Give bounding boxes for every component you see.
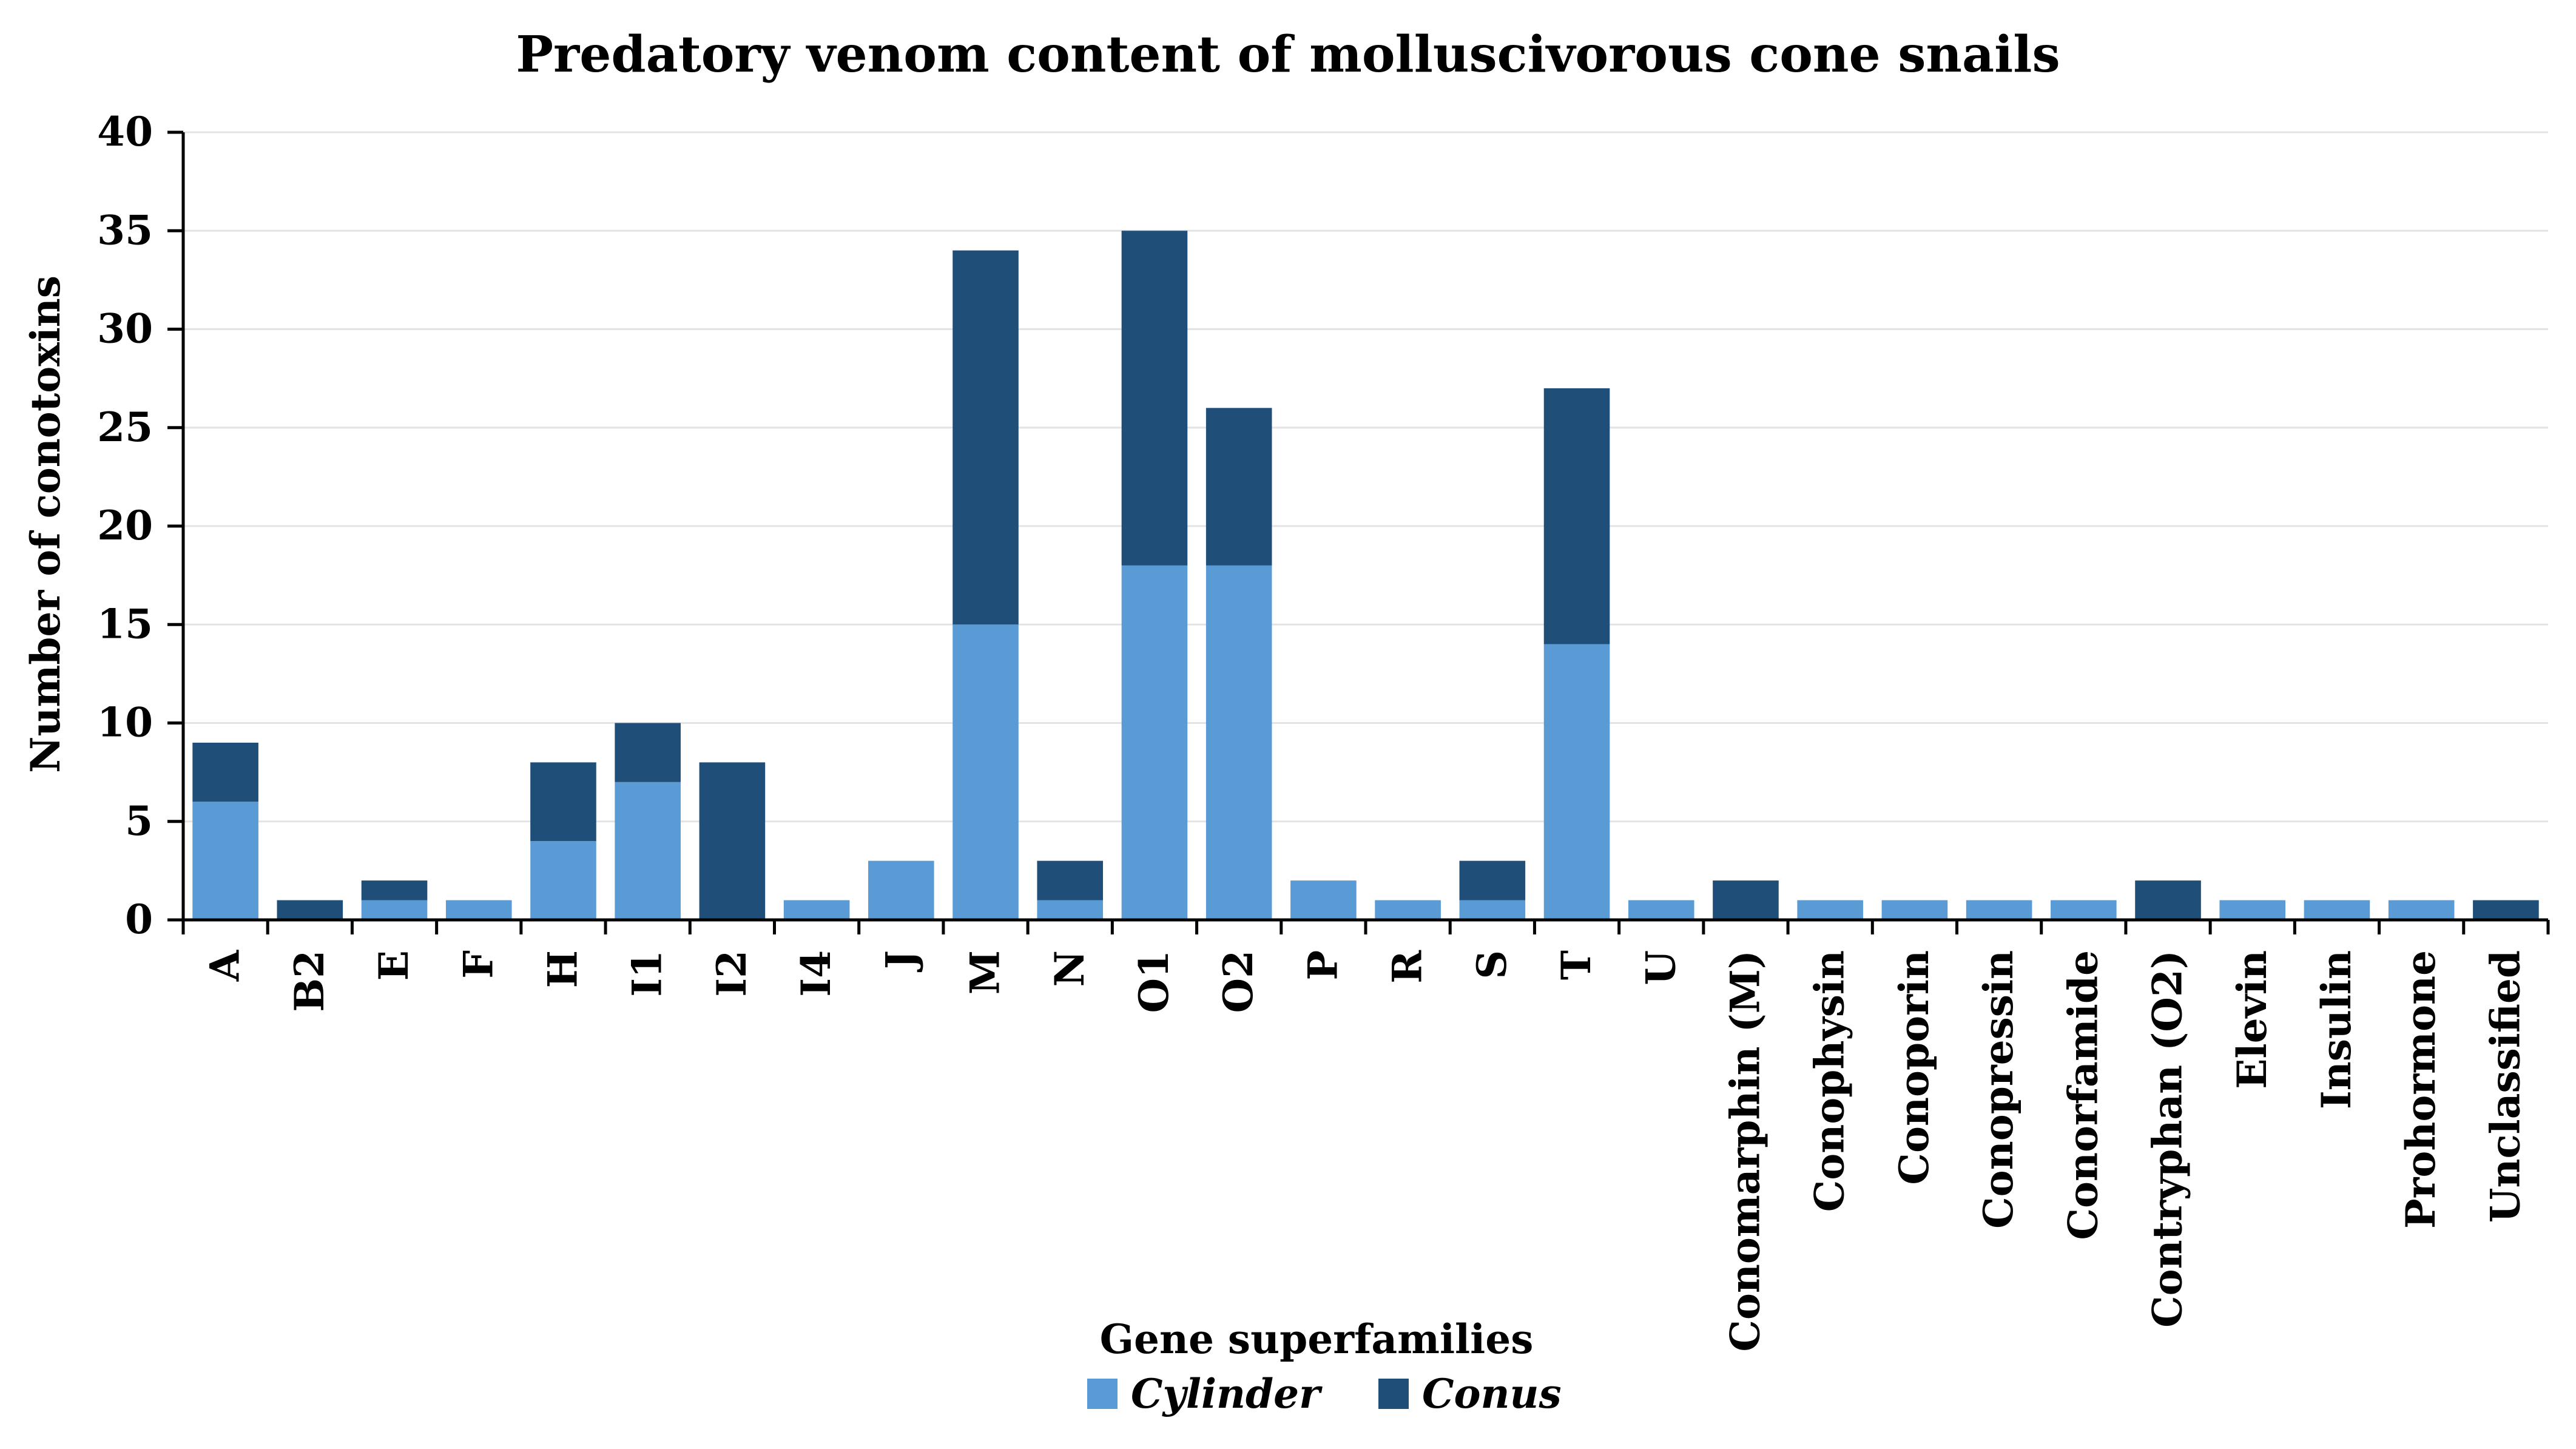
y-tick-label-2: 10 (97, 699, 153, 746)
x-tick-label-27: Unclassified (2481, 950, 2529, 1223)
x-tick-label-24: Elevin (2228, 950, 2276, 1089)
y-tick-label-1: 5 (125, 797, 153, 845)
x-tick-label-16: T (1553, 950, 1600, 980)
y-tick-label-3: 15 (97, 600, 153, 647)
bar-conus-1 (277, 900, 343, 920)
x-tick-label-17: U (1637, 950, 1684, 985)
bar-cylinder-17 (1628, 900, 1694, 920)
x-tick-label-22: Conorfamide (2059, 950, 2106, 1240)
bar-cylinder-22 (2051, 900, 2117, 920)
bar-cylinder-10 (1037, 900, 1104, 920)
legend: Cylinder Conus (1087, 1370, 1562, 1417)
y-axis-title: Number of conotoxins (22, 275, 69, 773)
bar-cylinder-13 (1290, 880, 1357, 920)
bar-cylinder-26 (2388, 900, 2455, 920)
bars (192, 231, 2539, 920)
chart-title: Predatory venom content of molluscivorou… (516, 25, 2060, 84)
bar-conus-2 (361, 880, 428, 900)
bar-conus-27 (2473, 900, 2539, 920)
bar-conus-18 (1713, 880, 1779, 920)
bar-cylinder-16 (1543, 644, 1610, 920)
x-tick-label-0: A (201, 950, 249, 982)
x-tick-label-11: O1 (1130, 950, 1178, 1013)
x-tick-labels: A B2 E F H I1 I2 I4 J M N O1 O2 P R S T U Conomarphin (M) C… (201, 950, 2529, 1352)
bar-conus-11 (1121, 231, 1188, 566)
legend-swatch-conus (1378, 1379, 1409, 1409)
bar-cylinder-25 (2304, 900, 2370, 920)
x-tick-label-2: E (370, 950, 417, 981)
x-tick-label-3: F (454, 950, 502, 979)
x-tick-label-19: Conophysin (1806, 950, 1853, 1212)
x-tick-label-21: Conopressin (1975, 950, 2022, 1229)
y-tick-label-4: 20 (97, 502, 153, 549)
x-tick-label-14: R (1384, 950, 1431, 984)
bar-cylinder-15 (1459, 900, 1526, 920)
bar-cylinder-19 (1797, 900, 1863, 920)
bar-conus-12 (1205, 408, 1272, 566)
x-tick-label-15: S (1468, 950, 1516, 979)
bar-conus-9 (953, 250, 1019, 625)
bar-conus-15 (1459, 860, 1526, 900)
x-tick-label-23: Contryphan (O2) (2144, 950, 2191, 1328)
bar-cylinder-14 (1375, 900, 1441, 920)
bar-conus-6 (699, 762, 766, 920)
bar-cylinder-12 (1205, 565, 1272, 920)
x-tick-label-7: I4 (792, 950, 840, 997)
x-tick-label-1: B2 (286, 950, 333, 1012)
bar-conus-5 (615, 723, 681, 782)
bar-cylinder-21 (1966, 900, 2032, 920)
y-tick-label-8: 40 (97, 108, 153, 155)
legend-swatch-cylinder (1087, 1379, 1118, 1409)
x-tick-label-10: N (1046, 950, 1093, 987)
x-tick-label-4: H (539, 950, 586, 988)
x-tick-label-18: Conomarphin (M) (1721, 950, 1768, 1352)
bar-cylinder-2 (361, 900, 428, 920)
bar-cylinder-11 (1121, 565, 1188, 920)
y-tick-label-5: 25 (97, 404, 153, 451)
bar-conus-23 (2135, 880, 2201, 920)
y-tick-label-7: 35 (97, 206, 153, 254)
y-tick-label-0: 0 (125, 896, 153, 943)
x-tick-label-13: P (1299, 950, 1346, 981)
bar-cylinder-20 (1881, 900, 1948, 920)
bar-cylinder-9 (953, 624, 1019, 920)
x-axis-title: Gene superfamilies (1100, 1316, 1534, 1363)
x-tick-label-20: Conoporin (1890, 950, 1938, 1185)
axes (167, 130, 2550, 934)
legend-label-cylinder: Cylinder (1131, 1370, 1323, 1417)
x-tick-label-8: J (877, 950, 924, 972)
bar-cylinder-24 (2219, 900, 2286, 920)
bar-cylinder-5 (615, 782, 681, 920)
bar-conus-0 (192, 742, 258, 802)
bar-conus-4 (530, 762, 596, 842)
x-tick-label-6: I2 (708, 950, 755, 997)
x-tick-label-9: M (962, 950, 1009, 995)
x-tick-label-12: O2 (1215, 950, 1262, 1013)
legend-label-conus: Conus (1422, 1370, 1562, 1417)
bar-cylinder-0 (192, 802, 258, 920)
bar-cylinder-8 (868, 860, 934, 920)
bar-conus-16 (1543, 388, 1610, 644)
x-tick-label-26: Prohormone (2397, 950, 2444, 1229)
bar-cylinder-7 (783, 900, 850, 920)
bar-cylinder-4 (530, 841, 596, 920)
x-tick-label-5: I1 (624, 950, 671, 997)
bar-cylinder-3 (445, 900, 512, 920)
y-tick-labels: 0 5 10 15 20 25 30 35 40 (97, 108, 153, 943)
bar-conus-10 (1037, 860, 1104, 900)
x-tick-label-25: Insulin (2313, 950, 2360, 1109)
y-tick-label-6: 30 (97, 305, 153, 353)
